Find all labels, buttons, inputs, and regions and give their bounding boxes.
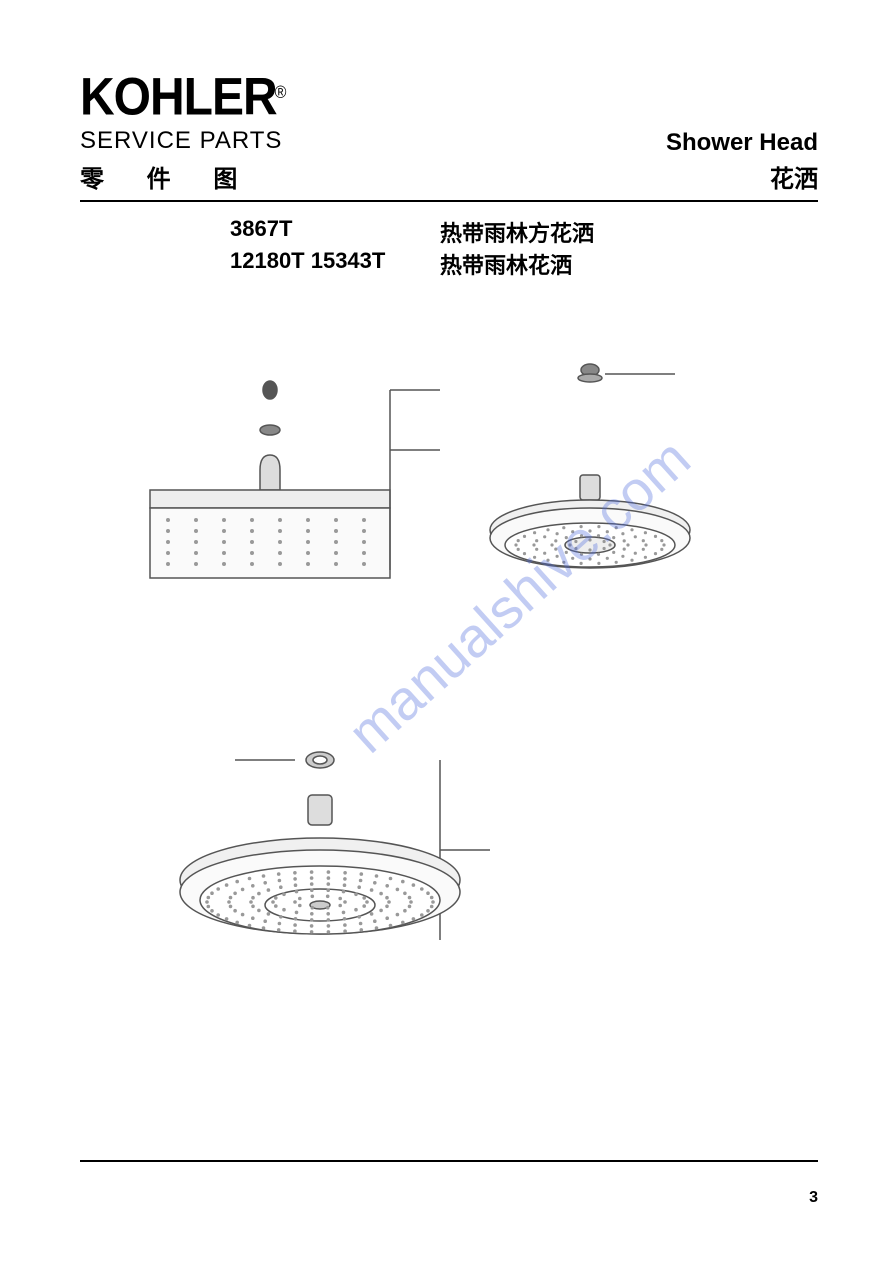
footer-divider [80, 1160, 818, 1162]
registered-mark: ® [275, 84, 286, 103]
round-large-shower-diagram [180, 752, 490, 940]
shower-head-cn: 花洒 [666, 159, 818, 194]
brand-logo: KOHLER® [80, 67, 818, 128]
shower-head-en: Shower Head [666, 129, 818, 157]
diagram-area: manualshive.com [80, 320, 818, 1080]
header-row: SERVICE PARTS 零 件 图 Shower Head 花洒 [80, 127, 818, 194]
model-desc: 热带雨林花洒 [440, 248, 572, 280]
model-desc: 热带雨林方花洒 [440, 216, 594, 248]
parts-diagram-cn: 零 件 图 [80, 159, 282, 194]
model-row: 3867T 热带雨林方花洒 [230, 216, 818, 248]
diagram-svg [80, 320, 820, 1080]
models-block: 3867T 热带雨林方花洒 12180T 15343T 热带雨林花洒 [230, 216, 818, 280]
model-row: 12180T 15343T 热带雨林花洒 [230, 248, 818, 280]
brand-text: KOHLER [80, 68, 277, 126]
service-parts-label: SERVICE PARTS [80, 127, 282, 155]
square-shower-diagram [150, 381, 440, 578]
model-code: 3867T [230, 216, 440, 248]
round-small-shower-diagram [490, 364, 690, 568]
header-divider [80, 200, 818, 202]
page-number: 3 [809, 1189, 818, 1207]
model-code: 12180T 15343T [230, 248, 440, 280]
